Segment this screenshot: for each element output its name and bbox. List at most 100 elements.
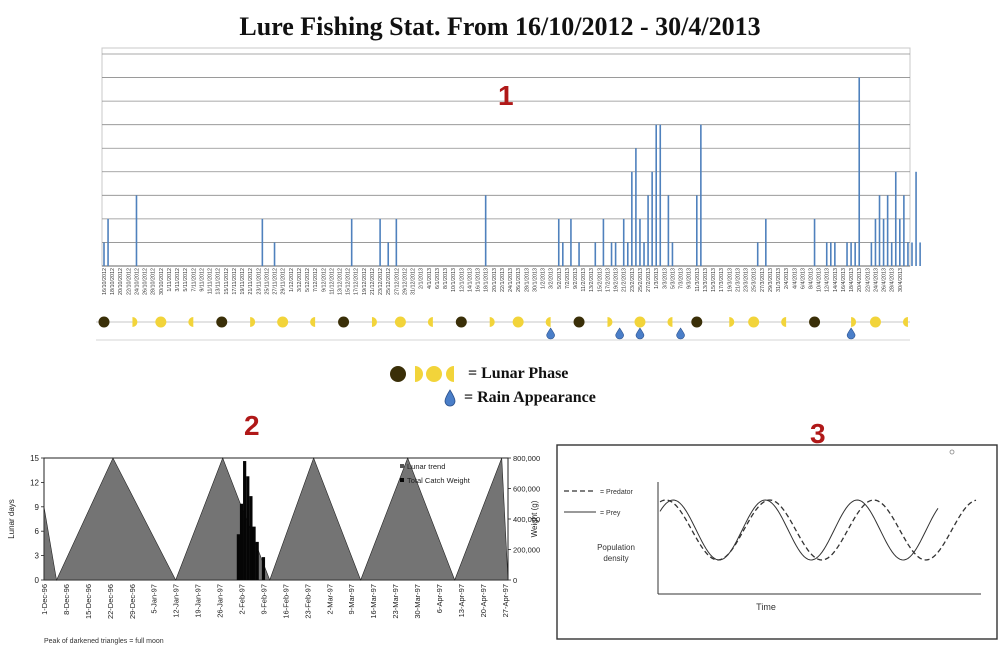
x-tick-label: 9/12/2012 bbox=[321, 268, 327, 292]
x-tick-label: 25/11/2012 bbox=[264, 268, 270, 295]
x-tick-label: 17/11/2012 bbox=[232, 268, 238, 295]
x-tick-label: 24/4/2013 bbox=[873, 268, 879, 292]
x-tick-label: 13-Apr-97 bbox=[457, 584, 466, 617]
x-tick-label: 16-Feb-97 bbox=[281, 584, 290, 619]
x-tick-label: 1-Dec-96 bbox=[40, 584, 49, 615]
x-tick-label: 30-Mar-97 bbox=[413, 584, 422, 619]
x-tick-label: 19-Jan-97 bbox=[194, 584, 203, 618]
x-tick-label: 5-Jan-97 bbox=[150, 584, 159, 614]
x-tick-label: 16-Mar-97 bbox=[369, 584, 378, 619]
x-tick-label: 19/11/2012 bbox=[240, 268, 246, 295]
rain-drop-icon bbox=[546, 327, 555, 340]
legend-rain-icon-wrap bbox=[444, 389, 456, 407]
rain-drop-icon bbox=[615, 327, 624, 340]
x-tick-label: 2/1/2013 bbox=[419, 268, 425, 289]
catch-weight-bar bbox=[261, 557, 266, 580]
rain-drop-icon bbox=[846, 327, 856, 340]
x-tick-label: 14/1/2013 bbox=[467, 268, 473, 292]
catch-weight-bar bbox=[252, 526, 256, 580]
catch-weight-bar bbox=[236, 534, 240, 580]
catch-weight-bar bbox=[246, 476, 250, 580]
x-tick-label: 5/2/2013 bbox=[557, 268, 563, 289]
x-tick-label: 13/11/2012 bbox=[216, 268, 222, 295]
x-tick-label: 11/11/2012 bbox=[208, 268, 214, 294]
x-tick-label: 24/1/2013 bbox=[508, 268, 514, 292]
full-moon-icon bbox=[634, 316, 646, 328]
x-axis-label: Time bbox=[756, 602, 776, 612]
x-tick-label: 15/11/2012 bbox=[224, 268, 230, 295]
x-tick-label: 10/4/2013 bbox=[817, 268, 823, 292]
x-tick-label: 28/10/2012 bbox=[151, 268, 157, 295]
lunar-trend-area bbox=[43, 457, 509, 582]
y-axis-label-line2: density bbox=[603, 554, 628, 563]
plot-area bbox=[101, 47, 911, 267]
new-moon-icon bbox=[691, 316, 703, 328]
x-tick-label: 20/1/2013 bbox=[492, 268, 498, 292]
x-tick-label: 27/3/2013 bbox=[760, 268, 766, 292]
x-tick-label: 11/2/2013 bbox=[581, 268, 587, 292]
y-tick-label: 3 bbox=[35, 552, 40, 561]
x-tick-label: 7/11/2012 bbox=[191, 268, 197, 292]
x-tick-label: 19/3/2013 bbox=[727, 268, 733, 292]
x-tick-label: 12/1/2013 bbox=[459, 268, 465, 292]
last-quarter-icon bbox=[446, 366, 454, 382]
x-tick-label: 16/10/2012 bbox=[102, 268, 108, 295]
catch-weight-bar bbox=[243, 461, 247, 580]
rain-drop-icon bbox=[635, 327, 645, 340]
x-tick-label: 18/10/2012 bbox=[110, 268, 116, 295]
full-moon-icon bbox=[426, 366, 442, 382]
x-tick-label: 1/2/2013 bbox=[541, 268, 547, 289]
rain-drop-icon bbox=[444, 389, 456, 407]
legend-lunar-label: = Lunar Phase bbox=[468, 365, 569, 382]
rain-drop-icon bbox=[676, 327, 685, 340]
first-quarter-icon bbox=[851, 317, 857, 327]
last-quarter-icon bbox=[188, 317, 194, 327]
x-tick-label: 25/2/2013 bbox=[638, 268, 644, 292]
x-tick-label: 25/12/2012 bbox=[386, 268, 392, 295]
panel-frame bbox=[556, 444, 998, 640]
x-tick-label: 31/12/2012 bbox=[411, 268, 417, 295]
y-tick-label: 6 bbox=[35, 527, 40, 536]
x-tick-label: 6-Apr-97 bbox=[435, 584, 444, 613]
full-moon-icon bbox=[394, 316, 406, 328]
new-moon-icon bbox=[390, 366, 406, 382]
x-tick-label: 28/1/2013 bbox=[524, 268, 530, 292]
x-tick-label: 24/10/2012 bbox=[134, 268, 140, 295]
x-tick-label: 29/3/2013 bbox=[768, 268, 774, 292]
x-tick-label: 13/2/2013 bbox=[589, 268, 595, 292]
legend-swatch-catch bbox=[400, 478, 404, 482]
x-tick-label: 21/12/2012 bbox=[370, 268, 376, 295]
x-tick-label: 3/3/2013 bbox=[662, 268, 668, 289]
panel-label-3: 3 bbox=[810, 418, 826, 449]
x-tick-label: 27/12/2012 bbox=[394, 268, 400, 295]
x-tick-label: 1/12/2012 bbox=[289, 268, 295, 292]
full-moon-icon bbox=[512, 316, 524, 328]
x-tick-label: 7/3/2013 bbox=[679, 268, 685, 289]
legend-label-lunar: Lunar trend bbox=[407, 462, 445, 471]
predator-prey-chart-svg: = Predator = Prey Population density Time bbox=[556, 444, 998, 640]
x-tick-label: 29-Dec-96 bbox=[128, 584, 137, 619]
x-tick-label: 27/11/2012 bbox=[273, 268, 279, 295]
last-quarter-icon bbox=[781, 317, 787, 327]
x-tick-label: 22/1/2013 bbox=[500, 268, 506, 292]
x-tick-label: 15-Dec-96 bbox=[84, 584, 93, 619]
x-tick-label: 4/4/2013 bbox=[792, 268, 798, 289]
x-tick-label: 15/2/2013 bbox=[597, 268, 603, 292]
last-quarter-icon bbox=[667, 317, 673, 327]
x-tick-label: 5/11/2012 bbox=[183, 268, 189, 292]
y2-axis-label: Weight (g) bbox=[530, 500, 539, 537]
x-tick-label: 2-Mar-97 bbox=[325, 584, 334, 614]
x-tick-label: 8/1/2013 bbox=[443, 268, 449, 289]
panel-label-1: 1 bbox=[498, 80, 514, 111]
x-tick-label: 13/12/2012 bbox=[337, 268, 343, 295]
lure-fishing-chart-svg: 16/10/2012 18/10/2012 20/10/2012 22/10/2012… bbox=[96, 47, 921, 341]
x-tick-label: 20-Apr-97 bbox=[479, 584, 488, 617]
x-tick-label: 7/2/2013 bbox=[565, 268, 571, 289]
x-tick-label: 3/11/2012 bbox=[175, 268, 181, 292]
first-quarter-icon bbox=[371, 317, 377, 327]
x-tick-label: 5/12/2012 bbox=[305, 268, 311, 292]
catch-weight-bar bbox=[249, 496, 253, 580]
x-tick-label: 26/10/2012 bbox=[143, 268, 149, 295]
x-tick-label: 26-Jan-97 bbox=[216, 584, 225, 618]
x-tick-label: 16/1/2013 bbox=[476, 268, 482, 292]
